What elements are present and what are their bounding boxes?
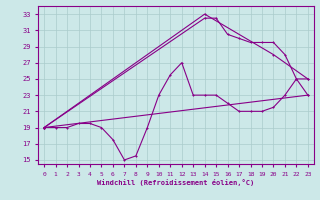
X-axis label: Windchill (Refroidissement éolien,°C): Windchill (Refroidissement éolien,°C) [97,179,255,186]
